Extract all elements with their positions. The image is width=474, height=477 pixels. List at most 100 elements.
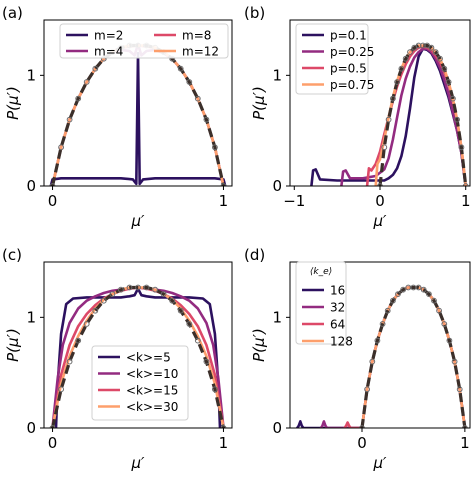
plot-area: [49, 42, 227, 186]
reference-marker: [394, 79, 401, 85]
plot-area: [295, 284, 468, 428]
x-axis-label: μ′: [131, 212, 146, 230]
y-axis-label: P(μ′): [250, 328, 268, 362]
reference-marker: [152, 286, 159, 293]
legend-title: ⟨k_e⟩: [310, 267, 332, 277]
reference-marker: [424, 42, 431, 49]
reference-marker: [456, 386, 463, 393]
reference-marker: [75, 95, 82, 102]
reference-marker: [177, 307, 184, 314]
axes-frame: [43, 261, 233, 429]
reference-marker: [100, 297, 107, 304]
reference-marker: [49, 183, 56, 186]
legend-label: m=4: [94, 45, 123, 59]
reference-marker: [369, 358, 376, 365]
reference-marker: [432, 49, 439, 55]
reference-marker: [441, 321, 448, 327]
reference-marker: [420, 286, 427, 293]
x-axis-label: μ′: [373, 454, 388, 472]
y-tick-label: 0: [272, 419, 282, 437]
panel-c: 0 1 0 1 μ′ P(μ′) (c) <k>=5 <k>=10 <k>=15 <k>=30: [2, 246, 233, 472]
legend-label: m=12: [182, 45, 219, 59]
reference-marker: [186, 321, 193, 327]
series-line-128: [360, 286, 467, 428]
y-tick-label: 1: [272, 66, 282, 84]
reference-marker: [411, 44, 418, 51]
legend-label: 128: [330, 335, 353, 349]
reference-marker: [169, 297, 176, 304]
reference-marker: [426, 291, 432, 298]
reference-marker: [109, 291, 116, 298]
reference-marker: [364, 386, 371, 393]
reference-marker: [450, 95, 456, 102]
panel-label: (a): [2, 4, 23, 22]
reference-marker: [451, 358, 458, 365]
reference-marker: [445, 79, 452, 85]
panel-d: 0 1 0 1 μ′ P(μ′) (d) ⟨k_e⟩ 16 32 64 128: [244, 246, 471, 472]
legend-label: <k>=5: [126, 351, 171, 365]
legend: ⟨k_e⟩ 16 32 64 128: [295, 261, 353, 349]
y-tick-label: 0: [272, 177, 282, 195]
reference-marker: [83, 321, 90, 327]
reference-marker: [212, 144, 218, 151]
reference-marker: [58, 144, 64, 151]
legend-label: p=0.25: [330, 45, 374, 59]
reference-marker: [160, 291, 167, 298]
x-tick-label: 0: [48, 192, 58, 210]
legend-label: 64: [330, 318, 345, 332]
reference-marker: [126, 284, 133, 291]
reference-marker: [381, 144, 388, 151]
y-axis-label: P(μ′): [250, 86, 268, 120]
series-line-m=2: [49, 51, 227, 186]
y-tick-label: 0: [26, 177, 36, 195]
reference-marker: [75, 337, 82, 344]
panel-a: 0 1 0 1 μ′ P(μ′) (a) m=2 m=8 m=4 m=12: [2, 4, 233, 230]
legend-label: p=0.1: [330, 29, 367, 43]
reference-marker: [194, 95, 201, 102]
reference-marker: [398, 65, 405, 72]
x-tick-label: 1: [219, 192, 229, 210]
reference-marker: [186, 79, 193, 85]
reference-marker: [420, 42, 426, 49]
reference-marker: [83, 79, 90, 85]
reference-marker: [402, 55, 409, 62]
y-tick-label: 1: [26, 66, 36, 84]
reference-marker: [441, 65, 448, 72]
legend-frame: [91, 345, 189, 421]
x-tick-label: 1: [460, 434, 470, 452]
axes-frame: [43, 19, 233, 187]
reference-marker: [407, 49, 413, 55]
reference-marker: [212, 386, 218, 393]
x-axis-label: μ′: [373, 212, 388, 230]
reference-marker: [436, 307, 443, 314]
reference-marker: [92, 65, 99, 72]
reference-marker: [66, 358, 73, 365]
panel-label: (b): [244, 4, 265, 22]
x-tick-label: 0: [375, 192, 385, 210]
reference-marker: [390, 95, 396, 102]
reference-marker: [431, 297, 437, 304]
y-axis-label: P(μ′): [4, 86, 22, 120]
reference-marker: [379, 321, 386, 327]
reference-marker: [49, 425, 56, 428]
legend: p=0.1 p=0.25 p=0.5 p=0.75: [295, 23, 374, 95]
series-line-p=0.25: [340, 47, 468, 186]
x-tick-label: 0: [357, 434, 367, 452]
reference-marker: [66, 116, 73, 123]
series-line-64: [343, 286, 467, 428]
reference-marker: [118, 286, 124, 293]
legend-label: <k>=15: [126, 384, 178, 398]
x-tick-label: 0: [48, 434, 58, 452]
legend-label: 16: [330, 284, 345, 298]
reference-marker: [428, 44, 435, 51]
legend-label: 32: [330, 301, 345, 315]
legend-label: m=2: [94, 29, 123, 43]
panel-label: (c): [2, 246, 22, 264]
reference-curve: [360, 285, 467, 428]
reference-marker: [395, 291, 401, 298]
legend-frame: [59, 23, 229, 59]
reference-marker: [58, 386, 64, 393]
reference-marker: [92, 307, 99, 314]
